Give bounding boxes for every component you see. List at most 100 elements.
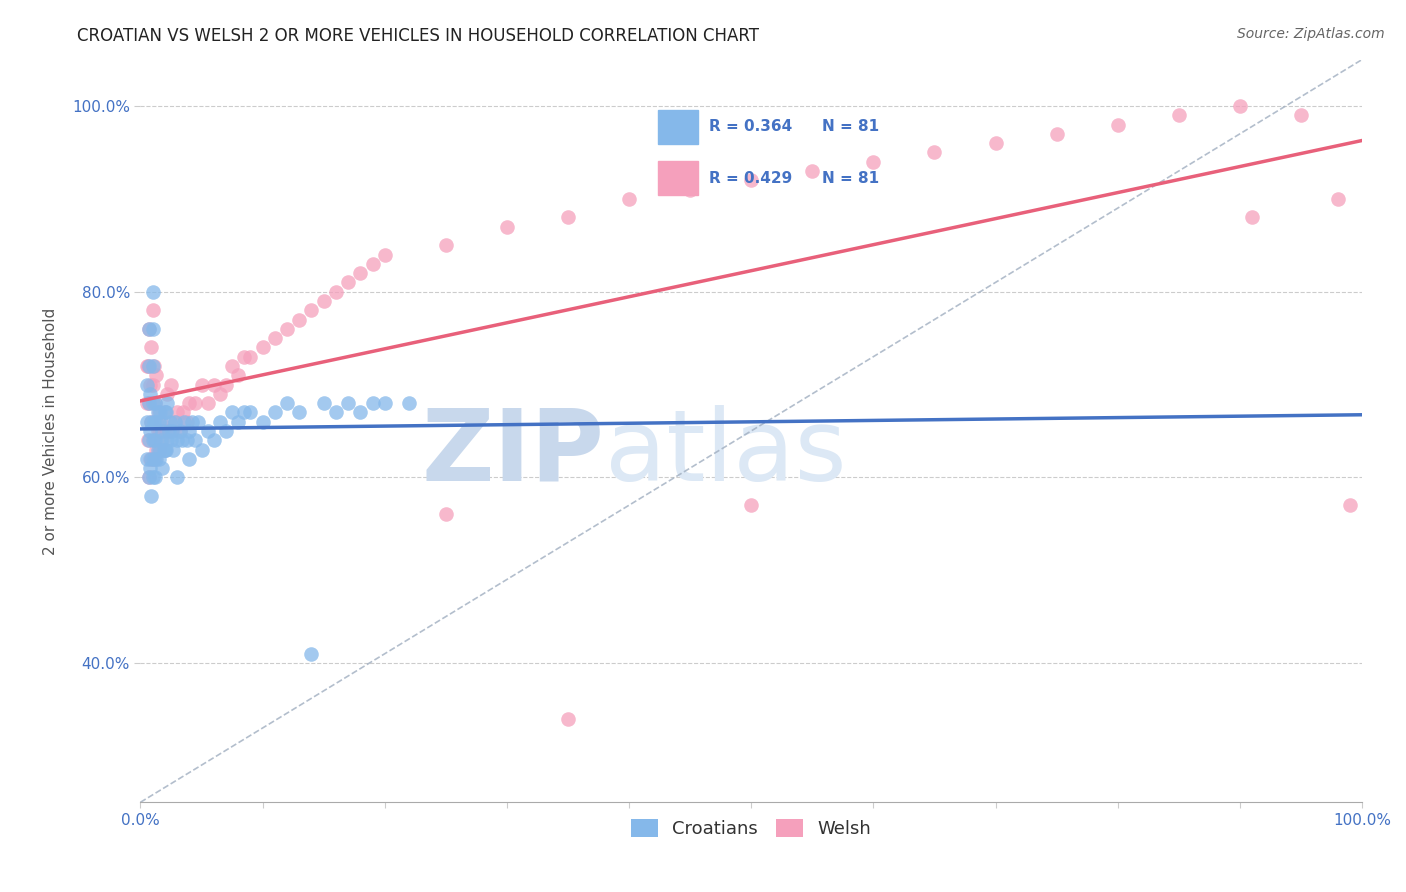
Point <box>169 424 191 438</box>
Point <box>184 434 207 448</box>
Point <box>337 276 360 290</box>
Point <box>288 405 311 419</box>
Point <box>862 154 884 169</box>
Point <box>143 396 166 410</box>
Point <box>135 359 157 373</box>
Point <box>152 461 174 475</box>
Point <box>233 350 256 364</box>
Point <box>139 377 162 392</box>
Point <box>160 424 183 438</box>
Point <box>138 322 160 336</box>
Point <box>156 396 179 410</box>
Text: Source: ZipAtlas.com: Source: ZipAtlas.com <box>1237 27 1385 41</box>
Point <box>202 434 225 448</box>
Point <box>361 396 384 410</box>
Point <box>136 359 159 373</box>
Point <box>153 405 176 419</box>
Point <box>337 396 360 410</box>
Point <box>252 340 274 354</box>
Point <box>176 415 198 429</box>
Point <box>215 424 238 438</box>
Point <box>146 405 169 419</box>
Point <box>142 451 165 466</box>
Point <box>150 415 173 429</box>
Point <box>349 266 371 280</box>
Point <box>146 424 169 438</box>
Point <box>301 303 323 318</box>
Point <box>143 434 166 448</box>
Point <box>276 396 298 410</box>
Point <box>138 322 160 336</box>
Point <box>148 442 170 457</box>
Point <box>148 415 170 429</box>
Point <box>361 257 384 271</box>
Text: ZIP: ZIP <box>422 405 605 501</box>
Point <box>149 405 172 419</box>
Point <box>145 415 167 429</box>
Point <box>142 285 165 299</box>
Point <box>160 434 183 448</box>
Point <box>496 219 519 234</box>
Point <box>325 285 347 299</box>
Point <box>138 359 160 373</box>
Legend: Croatians, Welsh: Croatians, Welsh <box>624 812 879 846</box>
Point <box>141 340 163 354</box>
Point <box>1326 192 1348 206</box>
Point <box>1229 99 1251 113</box>
Point <box>138 434 160 448</box>
Point <box>163 415 186 429</box>
Point <box>557 712 579 726</box>
Point <box>153 442 176 457</box>
Point <box>276 322 298 336</box>
Point <box>148 451 170 466</box>
Point <box>187 415 209 429</box>
Point <box>1289 108 1312 122</box>
Point <box>152 434 174 448</box>
Point <box>143 470 166 484</box>
Point <box>801 164 824 178</box>
Point <box>1045 127 1067 141</box>
Y-axis label: 2 or more Vehicles in Household: 2 or more Vehicles in Household <box>44 308 58 555</box>
Point <box>145 442 167 457</box>
Point <box>139 424 162 438</box>
Point <box>740 498 762 512</box>
Point <box>202 377 225 392</box>
Point <box>156 434 179 448</box>
Point <box>221 405 243 419</box>
Point <box>159 415 181 429</box>
Point <box>434 508 457 522</box>
Point <box>142 322 165 336</box>
Point <box>740 173 762 187</box>
Point <box>141 415 163 429</box>
Point <box>180 415 202 429</box>
Point <box>169 424 191 438</box>
Point <box>139 386 162 401</box>
Point <box>617 192 640 206</box>
Point <box>135 396 157 410</box>
Point <box>179 451 201 466</box>
Point <box>148 405 170 419</box>
Point <box>163 415 186 429</box>
Point <box>157 424 180 438</box>
Point <box>190 442 212 457</box>
Text: atlas: atlas <box>605 405 846 501</box>
Point <box>398 396 420 410</box>
Point <box>142 303 165 318</box>
Point <box>226 415 249 429</box>
Point <box>141 415 163 429</box>
Point <box>170 434 193 448</box>
Point <box>152 442 174 457</box>
Point <box>143 396 166 410</box>
Point <box>135 415 157 429</box>
Point <box>215 377 238 392</box>
Point <box>288 312 311 326</box>
Point <box>142 359 165 373</box>
Point <box>434 238 457 252</box>
Point <box>153 405 176 419</box>
Point <box>162 442 184 457</box>
Point <box>233 405 256 419</box>
Point <box>172 405 194 419</box>
Point <box>138 396 160 410</box>
Point <box>135 377 157 392</box>
Point <box>197 396 219 410</box>
